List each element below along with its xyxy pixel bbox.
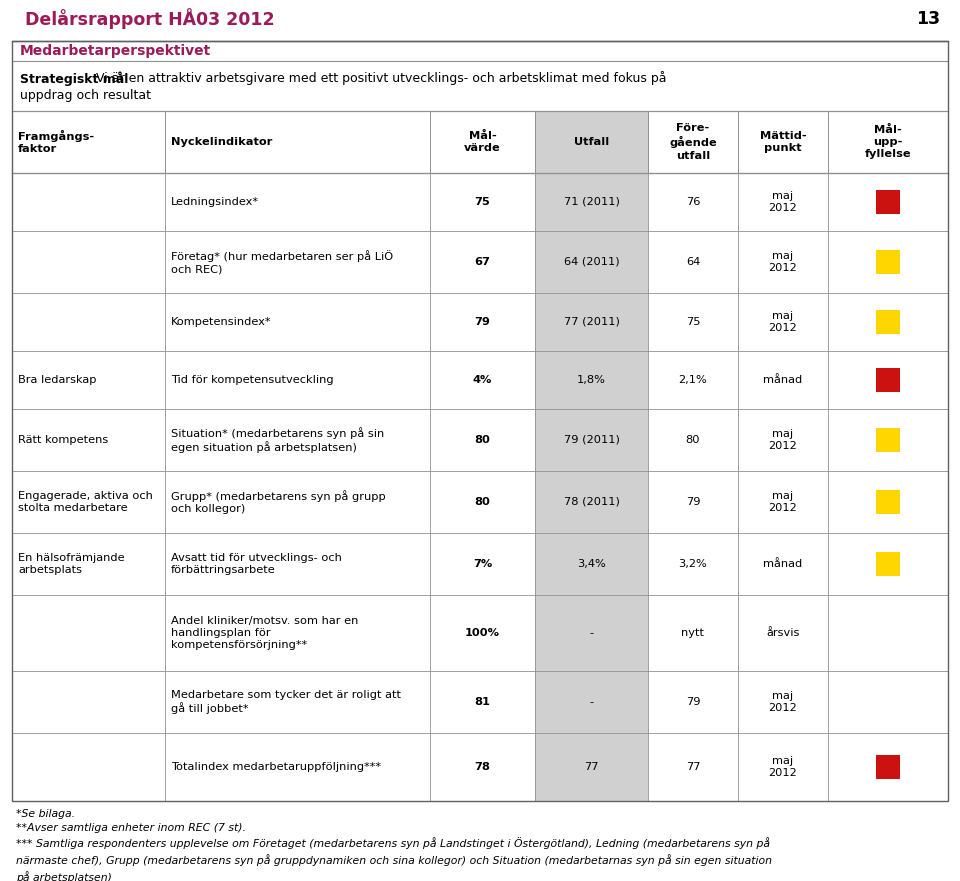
Text: 67: 67 xyxy=(474,257,491,267)
Text: Vi är en attraktiv arbetsgivare med ett positivt utvecklings- och arbetsklimat m: Vi är en attraktiv arbetsgivare med ett … xyxy=(96,71,666,85)
Text: månad: månad xyxy=(763,559,803,569)
Text: Ledningsindex*: Ledningsindex* xyxy=(171,197,259,207)
Text: Medarbetarperspektivet: Medarbetarperspektivet xyxy=(20,44,211,58)
Text: 75: 75 xyxy=(685,317,700,327)
Text: 79: 79 xyxy=(474,317,491,327)
Text: 76: 76 xyxy=(685,197,700,207)
Text: 3,2%: 3,2% xyxy=(679,559,708,569)
Text: Medarbetare som tycker det är roligt att
gå till jobbet*: Medarbetare som tycker det är roligt att… xyxy=(171,690,401,714)
Text: 64: 64 xyxy=(685,257,700,267)
Text: Delårsrapport HÅ03 2012: Delårsrapport HÅ03 2012 xyxy=(25,9,275,29)
Text: Rätt kompetens: Rätt kompetens xyxy=(18,435,108,445)
Text: Utfall: Utfall xyxy=(574,137,610,147)
Text: 4%: 4% xyxy=(473,375,492,385)
Text: Mål-
värde: Mål- värde xyxy=(464,130,501,153)
Text: Andel kliniker/motsv. som har en
handlingsplan för
kompetensförsörjning**: Andel kliniker/motsv. som har en handlin… xyxy=(171,616,358,650)
Text: årsvis: årsvis xyxy=(766,628,800,638)
Text: 80: 80 xyxy=(685,435,700,445)
Text: Grupp* (medarbetarens syn på grupp
och kollegor): Grupp* (medarbetarens syn på grupp och k… xyxy=(171,490,386,515)
Text: 78 (2011): 78 (2011) xyxy=(564,497,619,507)
Text: nytt: nytt xyxy=(682,628,705,638)
Text: Mättid-
punkt: Mättid- punkt xyxy=(759,130,806,153)
Text: 13: 13 xyxy=(916,10,940,28)
Text: *** Samtliga respondenters upplevelse om Företaget (medarbetarens syn på Landsti: *** Samtliga respondenters upplevelse om… xyxy=(16,837,772,881)
Text: Företag* (hur medarbetaren ser på LiÖ
och REC): Företag* (hur medarbetaren ser på LiÖ oc… xyxy=(171,250,394,274)
Text: Situation* (medarbetarens syn på sin
egen situation på arbetsplatsen): Situation* (medarbetarens syn på sin ege… xyxy=(171,426,384,454)
Text: 81: 81 xyxy=(474,697,491,707)
Text: Framgångs-
faktor: Framgångs- faktor xyxy=(18,130,94,154)
Text: Strategiskt mål: Strategiskt mål xyxy=(20,71,129,85)
Bar xyxy=(12,41,948,801)
Text: 77: 77 xyxy=(685,762,700,772)
Bar xyxy=(876,190,900,214)
Text: 79 (2011): 79 (2011) xyxy=(564,435,619,445)
Text: *Se bilaga.: *Se bilaga. xyxy=(16,809,75,819)
Text: 79: 79 xyxy=(685,697,700,707)
Text: 80: 80 xyxy=(474,497,491,507)
Text: Mål-
upp-
fyllelse: Mål- upp- fyllelse xyxy=(865,124,911,159)
Text: maj
2012: maj 2012 xyxy=(769,691,798,714)
Text: 80: 80 xyxy=(474,435,491,445)
Bar xyxy=(535,351,648,409)
Bar xyxy=(535,471,648,533)
Text: maj
2012: maj 2012 xyxy=(769,251,798,273)
Bar xyxy=(535,173,648,231)
Text: En hälsofrämjande
arbetsplats: En hälsofrämjande arbetsplats xyxy=(18,552,125,575)
Bar xyxy=(535,293,648,351)
Bar xyxy=(535,409,648,471)
Text: Avsatt tid för utvecklings- och
förbättringsarbete: Avsatt tid för utvecklings- och förbättr… xyxy=(171,552,342,575)
Bar xyxy=(876,755,900,779)
Text: 64 (2011): 64 (2011) xyxy=(564,257,619,267)
Bar xyxy=(876,490,900,514)
Text: 3,4%: 3,4% xyxy=(577,559,606,569)
Text: månad: månad xyxy=(763,375,803,385)
Text: Engagerade, aktiva och
stolta medarbetare: Engagerade, aktiva och stolta medarbetar… xyxy=(18,491,153,514)
Text: 100%: 100% xyxy=(465,628,500,638)
Text: Kompetensindex*: Kompetensindex* xyxy=(171,317,272,327)
Bar xyxy=(535,595,648,671)
Text: 75: 75 xyxy=(474,197,491,207)
Text: maj
2012: maj 2012 xyxy=(769,311,798,333)
Bar xyxy=(535,671,648,733)
Text: Totalindex medarbetaruppföljning***: Totalindex medarbetaruppföljning*** xyxy=(171,762,381,772)
Bar xyxy=(535,533,648,595)
Bar xyxy=(876,428,900,452)
Text: 77 (2011): 77 (2011) xyxy=(564,317,619,327)
Text: 71 (2011): 71 (2011) xyxy=(564,197,619,207)
Text: **Avser samtliga enheter inom REC (7 st).: **Avser samtliga enheter inom REC (7 st)… xyxy=(16,823,246,833)
Text: Före-
gående
utfall: Före- gående utfall xyxy=(669,123,717,160)
Text: 2,1%: 2,1% xyxy=(679,375,708,385)
Text: 1,8%: 1,8% xyxy=(577,375,606,385)
Text: -: - xyxy=(589,697,593,707)
Text: 78: 78 xyxy=(474,762,491,772)
Bar xyxy=(535,111,648,173)
Text: uppdrag och resultat: uppdrag och resultat xyxy=(20,89,151,102)
Bar xyxy=(876,368,900,392)
Text: 77: 77 xyxy=(585,762,599,772)
Text: maj
2012: maj 2012 xyxy=(769,429,798,451)
Bar xyxy=(876,310,900,334)
Text: 79: 79 xyxy=(685,497,700,507)
Text: -: - xyxy=(589,628,593,638)
Text: maj
2012: maj 2012 xyxy=(769,491,798,514)
Bar xyxy=(535,733,648,801)
Bar xyxy=(876,250,900,274)
Text: Tid för kompetensutveckling: Tid för kompetensutveckling xyxy=(171,375,334,385)
Bar xyxy=(535,231,648,293)
Text: maj
2012: maj 2012 xyxy=(769,191,798,213)
Text: Bra ledarskap: Bra ledarskap xyxy=(18,375,97,385)
Text: 7%: 7% xyxy=(473,559,492,569)
Text: Nyckelindikator: Nyckelindikator xyxy=(171,137,273,147)
Text: maj
2012: maj 2012 xyxy=(769,756,798,778)
Bar xyxy=(876,552,900,576)
